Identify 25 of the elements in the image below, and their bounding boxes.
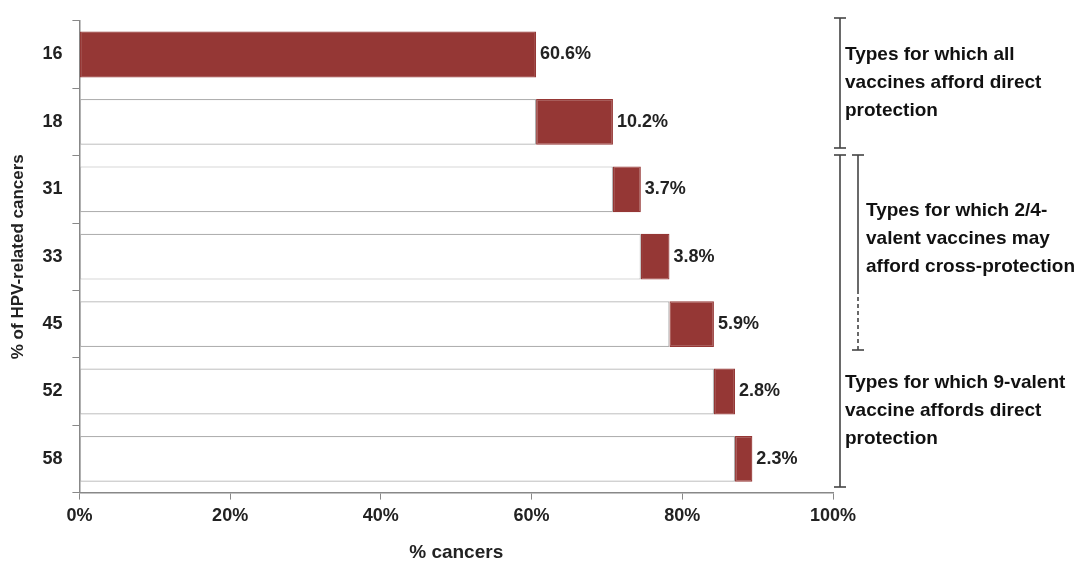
x-tick-label: 80% <box>664 505 701 526</box>
data-label: 5.9% <box>717 313 759 334</box>
y-tick-label: 33 <box>42 245 63 266</box>
y-tick-label: 52 <box>42 380 63 401</box>
y-axis-title: % of HPV-related cancers <box>7 154 27 360</box>
text: Types for which 9-valent vaccine affords direct protection <box>845 370 1067 450</box>
data-label: 10.2% <box>616 110 668 131</box>
data-label: 3.8% <box>673 245 715 266</box>
data-label: 2.3% <box>756 447 798 468</box>
data-label: 3.7% <box>644 178 686 199</box>
x-axis-title: % cancers <box>409 540 504 562</box>
y-tick-label: 16 <box>42 43 63 64</box>
data-label: 60.6% <box>540 43 592 64</box>
y-tick-label: 18 <box>42 110 63 131</box>
x-tick-label: 20% <box>212 505 249 526</box>
x-tick-label: 40% <box>362 505 399 526</box>
text: Types for which all vaccines afford direct protection <box>845 42 1043 122</box>
data-label: 2.8% <box>739 380 781 401</box>
text: Types for which 2/4-valent vaccines may afford cross-protection <box>866 198 1077 278</box>
x-tick-label: 100% <box>809 505 857 526</box>
x-tick-label: 0% <box>66 505 93 526</box>
y-tick-label: 45 <box>42 313 63 334</box>
x-tick-label: 60% <box>513 505 550 526</box>
y-tick-label: 58 <box>42 447 63 468</box>
y-tick-label: 31 <box>42 178 63 199</box>
